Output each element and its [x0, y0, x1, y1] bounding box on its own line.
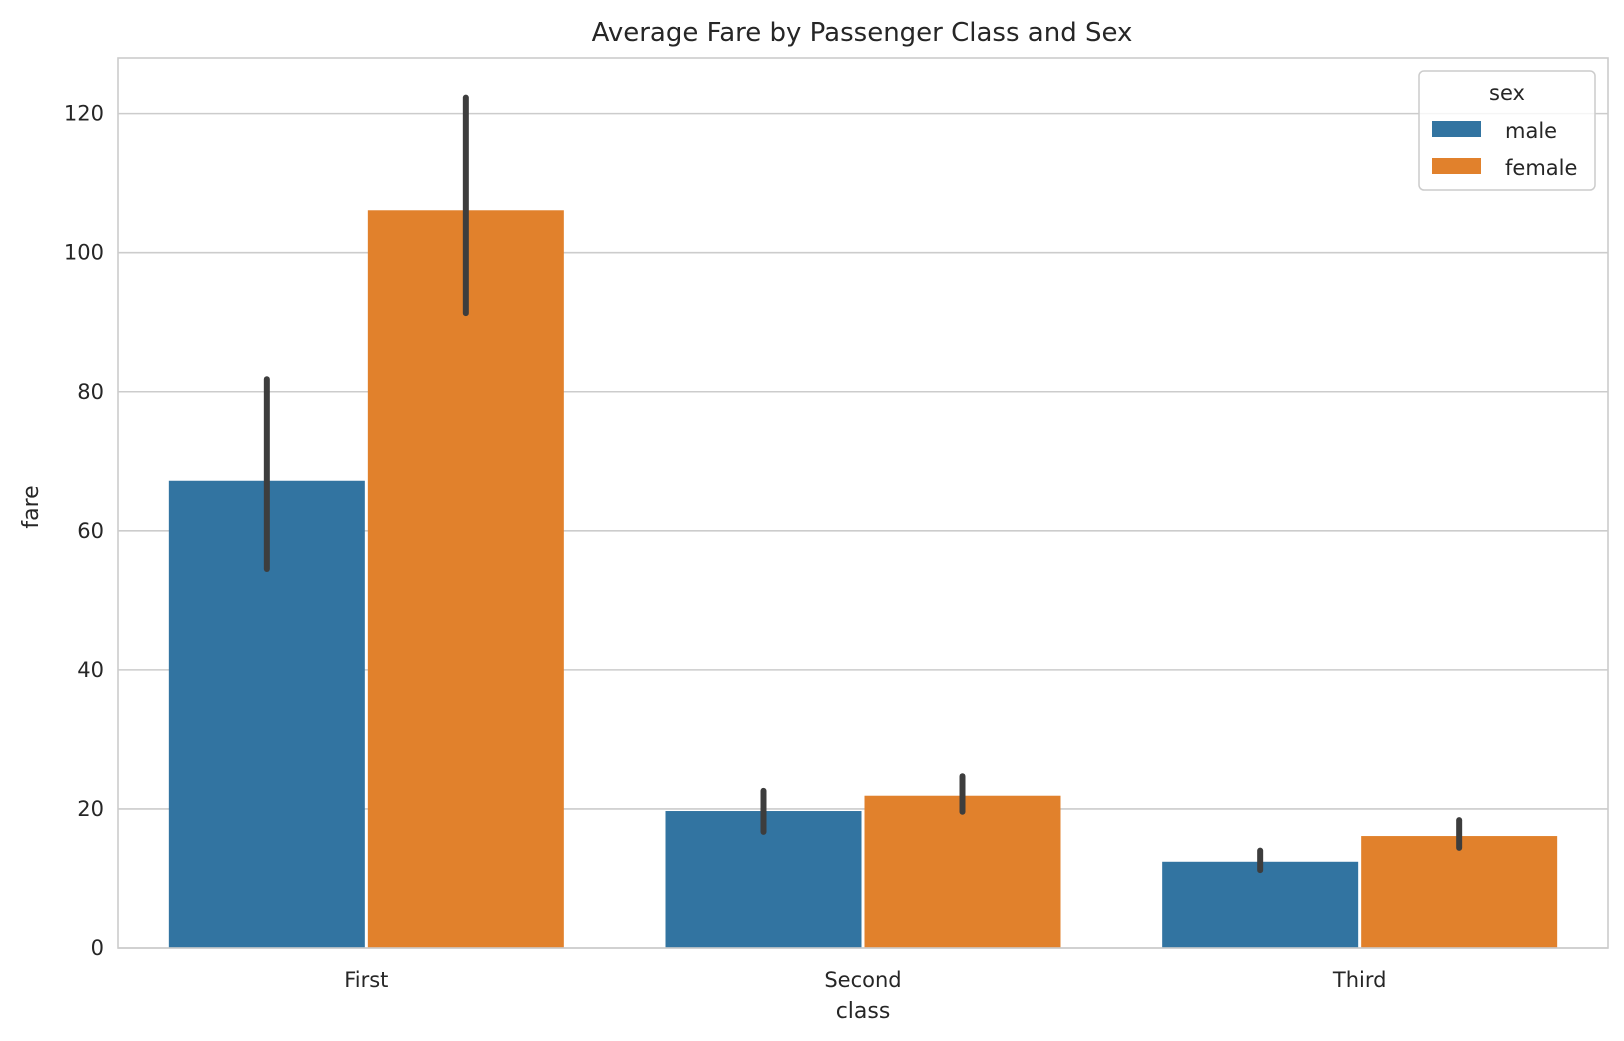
x-tick-label-second: Second — [824, 968, 901, 992]
bar-second-female — [864, 795, 1061, 948]
plot-frame — [117, 57, 1609, 949]
x-tick-label-first: First — [344, 968, 388, 992]
x-tick-label-third: Third — [1332, 968, 1387, 992]
legend-label-female: female — [1505, 156, 1577, 180]
y-tick-label: 80 — [77, 380, 104, 404]
legend-swatch-male — [1432, 121, 1481, 137]
y-tick-label: 20 — [77, 797, 104, 821]
bar-third-male — [1162, 861, 1359, 948]
x-tick-labels: First Second Third — [344, 968, 1386, 992]
legend-title: sex — [1489, 81, 1525, 105]
y-axis-label: fare — [19, 485, 44, 528]
legend-swatch-female — [1432, 158, 1481, 174]
legend-label-male: male — [1505, 119, 1557, 143]
error-bars — [263, 94, 1463, 874]
y-tick-label: 60 — [77, 519, 104, 543]
bar-first-female — [367, 210, 564, 948]
bar-third-female — [1361, 836, 1558, 948]
x-axis-label: class — [836, 999, 891, 1024]
plot-area — [118, 58, 1608, 948]
bars — [168, 210, 1558, 948]
y-tick-label: 40 — [77, 658, 104, 682]
y-tick-label: 120 — [64, 102, 104, 126]
legend: sex male female — [1418, 70, 1596, 191]
y-tick-labels: 0 20 40 60 80 100 120 — [64, 102, 104, 960]
y-tick-label: 0 — [91, 936, 104, 960]
chart-title: Average Fare by Passenger Class and Sex — [592, 18, 1133, 48]
y-tick-label: 100 — [64, 241, 104, 265]
